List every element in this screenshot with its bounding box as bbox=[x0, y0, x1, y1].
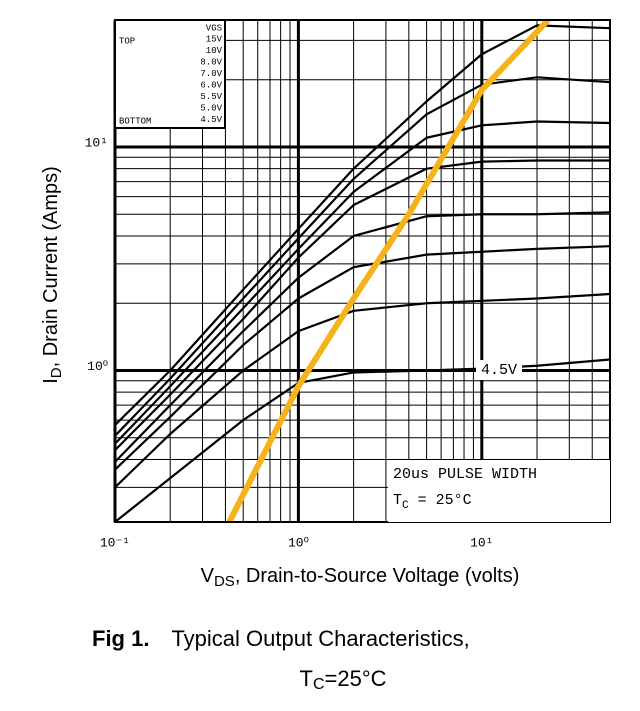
caption-line2: TC=25°C bbox=[299, 666, 386, 693]
series-line bbox=[226, 20, 551, 522]
tc-main: T bbox=[393, 492, 402, 509]
legend-top: TOP bbox=[119, 36, 135, 46]
legend-header: VGS bbox=[206, 23, 222, 33]
caption-text: Typical Output Characteristics, bbox=[171, 626, 469, 651]
series-line bbox=[115, 245, 610, 471]
note-bg bbox=[388, 460, 610, 522]
x-tick-label: 10⁰ bbox=[288, 535, 309, 550]
legend-box bbox=[114, 19, 226, 129]
legend-entry: 5.0V bbox=[200, 103, 222, 113]
y-label-rest: , Drain Current (Amps) bbox=[40, 166, 62, 367]
curve-label: 4.5V bbox=[481, 362, 517, 379]
caption-rest: =25°C bbox=[325, 666, 387, 691]
series-line bbox=[115, 159, 610, 451]
x-axis-label: VDS, Drain-to-Source Voltage (volts) bbox=[201, 565, 520, 590]
tc-sub: C bbox=[402, 500, 409, 512]
x-label-main: V bbox=[201, 565, 215, 587]
legend-entry: 5.5V bbox=[200, 92, 222, 102]
tc-note: TC = 25°C bbox=[393, 492, 472, 512]
series-line bbox=[115, 292, 610, 489]
legend-entry: 15V bbox=[206, 34, 223, 44]
legend-bottom: BOTTOM bbox=[119, 116, 151, 126]
y-label-main: I bbox=[40, 378, 62, 384]
y-tick-label: 10⁰ bbox=[87, 359, 108, 374]
label-bg bbox=[476, 360, 522, 380]
caption-fig: Fig 1. bbox=[92, 626, 149, 651]
plot-lines bbox=[115, 20, 610, 522]
x-label-sub: DS bbox=[214, 573, 235, 590]
legend-entry: 7.0V bbox=[200, 69, 222, 79]
pulse-note: 20us PULSE WIDTH bbox=[393, 466, 537, 483]
series-line bbox=[115, 76, 610, 437]
series-line bbox=[115, 24, 610, 426]
legend-entry: 6.0V bbox=[200, 80, 222, 90]
y-label-sub: D bbox=[48, 367, 65, 378]
y-tick-label: 10¹ bbox=[85, 135, 108, 150]
tc-rest: = 25°C bbox=[409, 492, 472, 509]
plot-frame bbox=[114, 19, 611, 523]
caption: Fig 1. Typical Output Characteristics, bbox=[92, 626, 470, 651]
x-label-rest: , Drain-to-Source Voltage (volts) bbox=[235, 565, 520, 587]
legend-entry: 10V bbox=[206, 46, 223, 56]
x-tick-label: 10⁻¹ bbox=[100, 535, 130, 550]
caption-sub: C bbox=[313, 676, 325, 693]
legend-entry: 4.5V bbox=[200, 115, 222, 125]
y-axis-label: ID, Drain Current (Amps) bbox=[40, 166, 65, 384]
series-line bbox=[115, 211, 610, 463]
legend-entry: 8.0V bbox=[200, 57, 222, 67]
series-line bbox=[115, 120, 610, 445]
caption-t: T bbox=[299, 666, 312, 691]
x-tick-label: 10¹ bbox=[470, 535, 493, 550]
